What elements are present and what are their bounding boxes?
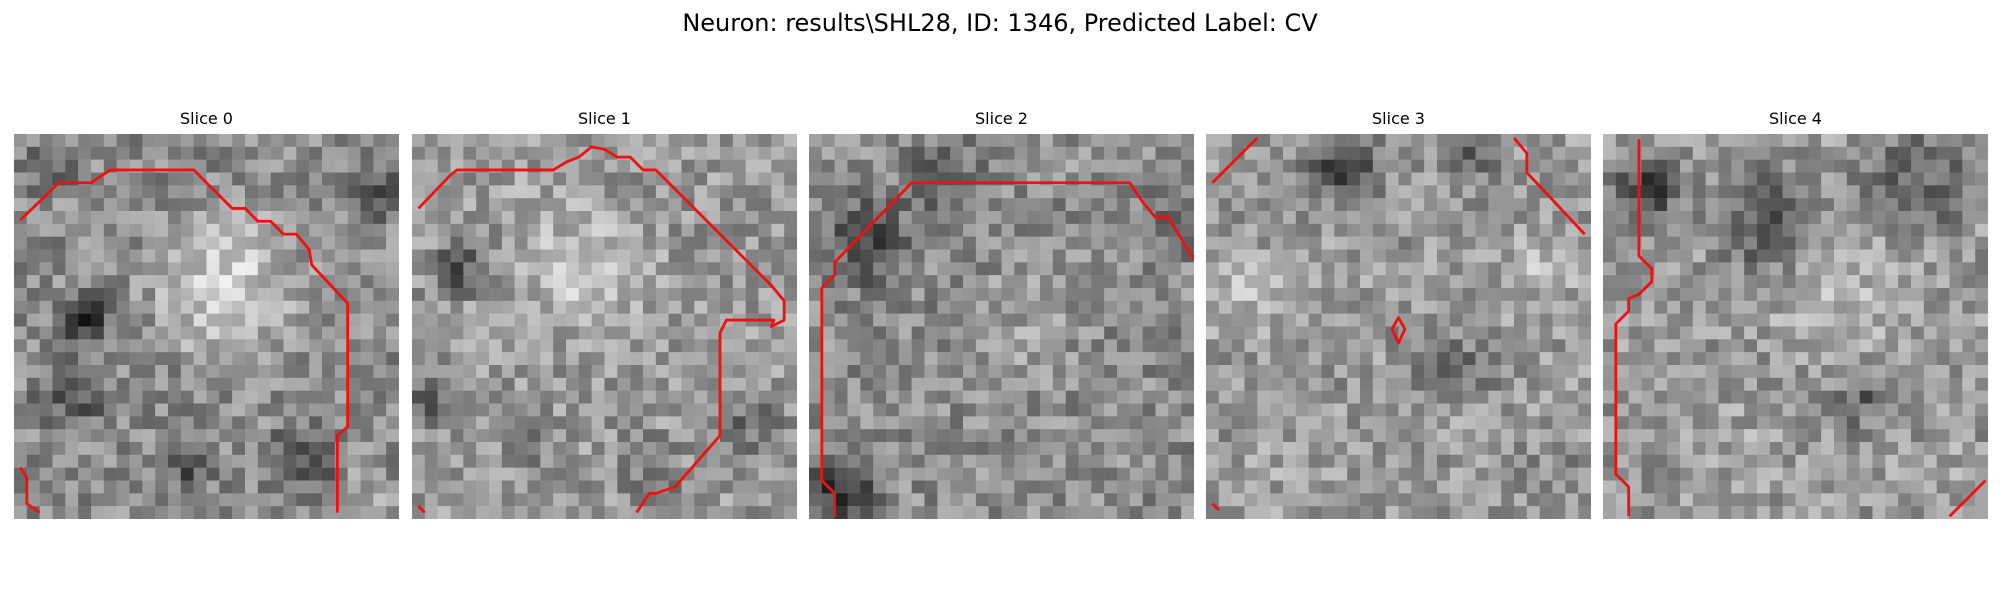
- pixel-grid: [14, 134, 399, 519]
- segmentation-contour: [417, 145, 786, 514]
- segmentation-contour: [1614, 139, 1654, 517]
- slice-image: [809, 134, 1194, 519]
- slice-image: [412, 134, 797, 519]
- segmentation-contour: [19, 168, 350, 513]
- slice-panel-2: Slice 2: [809, 108, 1194, 520]
- slice-image: [1603, 134, 1988, 519]
- slice-title: Slice 2: [975, 109, 1028, 128]
- segmentation-contour: [1211, 136, 1259, 184]
- slice-title: Slice 1: [578, 109, 631, 128]
- slice-title: Slice 0: [180, 109, 233, 128]
- segmentation-contour: [417, 505, 426, 514]
- slice-image: [14, 134, 399, 519]
- pixel-grid: [1206, 134, 1591, 519]
- slice-title: Slice 4: [1769, 109, 1822, 128]
- slice-panel-0: Slice 0: [14, 108, 399, 520]
- segmentation-contour: [1512, 136, 1586, 236]
- slice-panel-1: Slice 1: [412, 108, 797, 520]
- slice-panel-4: Slice 4: [1603, 108, 1988, 520]
- segmentation-contour: [820, 181, 1194, 359]
- slice-panel-3: Slice 3: [1206, 108, 1591, 520]
- figure-title: Neuron: results\SHL28, ID: 1346, Predict…: [682, 9, 1318, 37]
- segmentation-contour: [1948, 479, 1987, 518]
- pixel-grid: [1603, 134, 1988, 519]
- segmentation-contour: [820, 358, 837, 517]
- slice-image: [1206, 134, 1591, 519]
- slice-title: Slice 3: [1372, 109, 1425, 128]
- segmentation-contour: [1211, 502, 1220, 512]
- pixel-grid: [412, 134, 797, 519]
- segmentation-contour: [1390, 316, 1407, 345]
- segmentation-contour: [19, 466, 41, 514]
- pixel-grid: [809, 134, 1194, 519]
